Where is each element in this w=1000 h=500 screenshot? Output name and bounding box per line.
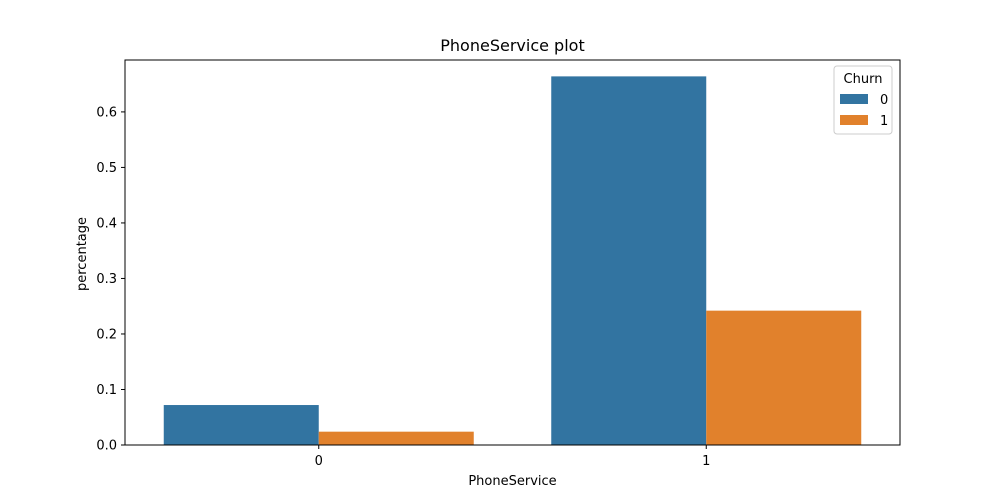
- bar-churn-0-phoneservice-0: [163, 405, 319, 445]
- legend-label-0: 0: [880, 93, 888, 108]
- x-tick-label: 0: [315, 454, 323, 469]
- bar-churn-0-phoneservice-1: [551, 76, 707, 445]
- y-tick-label: 0.2: [96, 327, 117, 342]
- legend-title: Churn: [844, 72, 883, 87]
- legend-swatch-0: [840, 94, 868, 104]
- x-axis-label: PhoneService: [468, 474, 556, 489]
- bars-group: [163, 76, 862, 445]
- chart-title: PhoneService plot: [440, 36, 584, 55]
- y-tick-label: 0.6: [96, 105, 117, 120]
- ticks-group: 0 1 0.0 0.1 0.2 0.3 0.4 0.5 0.6: [96, 105, 710, 469]
- bar-churn-1-phoneservice-0: [318, 431, 474, 445]
- bar-churn-1-phoneservice-1: [706, 310, 862, 445]
- y-tick-label: 0.0: [96, 439, 117, 454]
- legend: Churn 0 1: [833, 65, 893, 135]
- y-axis-label: percentage: [75, 217, 90, 291]
- y-tick-label: 0.3: [96, 272, 117, 287]
- y-tick-label: 0.1: [96, 383, 117, 398]
- legend-swatch-1: [840, 115, 868, 125]
- y-tick-label: 0.4: [96, 216, 117, 231]
- y-tick-label: 0.5: [96, 161, 117, 176]
- plot-frame: [124, 59, 901, 446]
- x-tick-label: 1: [702, 454, 710, 469]
- legend-label-1: 1: [880, 114, 888, 129]
